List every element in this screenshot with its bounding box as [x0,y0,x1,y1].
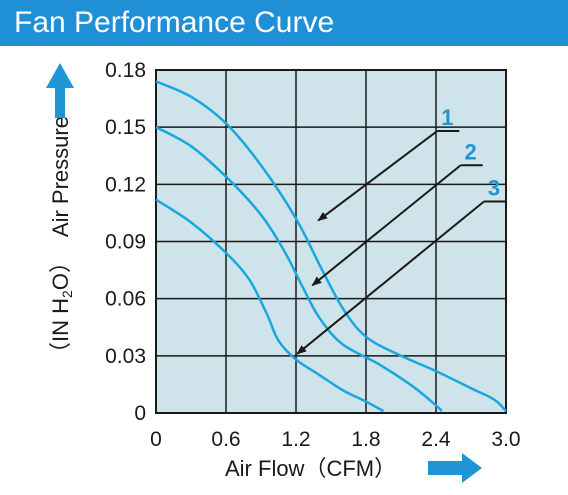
x-axis-label: Air Flow（CFM） [225,456,396,481]
y-axis-title: Air Pressure [48,116,73,237]
x-tick-label-1: 0.6 [211,428,240,451]
x-tick-label-2: 1.2 [281,428,310,451]
y-axis-unit-sub: 2 [59,290,75,298]
y-tick-label-4: 0.12 [105,173,146,196]
y-axis-label-group: （IN H2O） Air Pressure [48,116,75,364]
y-tick-label-1: 0.03 [105,345,146,368]
performance-curves [155,80,507,413]
x-tick-label-5: 3.0 [491,428,520,451]
y-tick-label-2: 0.06 [105,288,146,311]
curve-1 [155,80,507,412]
y-axis-label: （IN H2O） Air Pressure [48,116,75,364]
up-arrow-icon [46,63,74,118]
x-tick-label-3: 1.8 [351,428,380,451]
leader-arrow-1 [317,130,438,222]
header-bar: Fan Performance Curve [0,0,568,46]
y-axis-unit-prefix: （IN H [48,298,73,364]
leader-arrow-3 [296,200,485,355]
y-tick-label-3: 0.09 [105,231,146,254]
curve-3 [155,198,385,413]
right-arrow-icon [428,453,482,483]
y-tick-label-0: 0 [134,402,146,425]
x-tick-labels: 0 0.6 1.2 1.8 2.4 3.0 [150,428,520,451]
x-tick-label-0: 0 [150,428,162,451]
curve-annotations: 123 [296,105,506,355]
x-tick-label-4: 2.4 [421,428,451,451]
curve-label-1: 1 [441,105,453,130]
y-axis-unit-suffix: O） [48,251,73,290]
y-tick-label-5: 0.15 [105,116,146,139]
y-tick-labels: 0 0.03 0.06 0.09 0.12 0.15 0.18 [105,59,146,425]
plot-frame [155,69,507,414]
page-title: Fan Performance Curve [14,6,335,39]
curve-label-2: 2 [465,139,477,164]
curve-label-3: 3 [488,175,500,200]
curve-2 [155,126,443,412]
leader-arrow-2 [311,164,462,287]
y-tick-label-6: 0.18 [105,59,146,82]
